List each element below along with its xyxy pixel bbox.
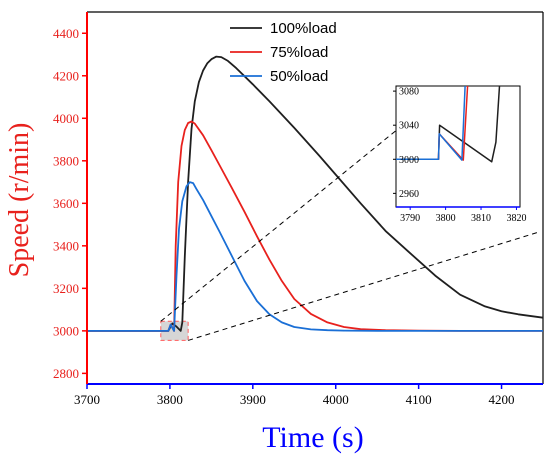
zoom-leader-line	[160, 115, 415, 322]
inset-series	[396, 86, 501, 163]
inset-x-tick-label: 3790	[400, 213, 420, 224]
series-line-100pct-load	[87, 55, 544, 332]
inset-series-line-50pct-load	[396, 86, 466, 161]
inset-frame	[395, 85, 521, 208]
zoom-leader-line	[188, 231, 540, 341]
legend-label: 50%load	[270, 68, 328, 85]
inset-y-tick-label: 3080	[399, 87, 419, 98]
y-tick-label: 4400	[53, 26, 79, 41]
x-tick-label: 3900	[240, 392, 266, 407]
x-tick-label: 3800	[157, 392, 183, 407]
x-axis-title: Time (s)	[262, 421, 363, 454]
legend-label: 75%load	[270, 44, 328, 61]
inset-y-tick-label: 2960	[399, 189, 419, 200]
series-line-75pct-load	[87, 120, 543, 332]
inset-x-tick-label: 3810	[471, 213, 491, 224]
y-tick-label: 3600	[53, 196, 79, 211]
x-tick-label: 3700	[74, 392, 100, 407]
y-tick-label: 3400	[53, 238, 79, 253]
inset-y-tick-label: 3000	[399, 155, 419, 166]
x-tick-label: 4000	[323, 392, 349, 407]
x-tick-label: 4200	[489, 392, 515, 407]
legend-label: 100%load	[270, 20, 337, 37]
inset-x-tick-label: 3800	[436, 213, 456, 224]
inset-zoom-plot: 3790 3800 3810 3820 2960 3000 3040 3080	[160, 85, 540, 341]
y-tick-label: 3000	[53, 323, 79, 338]
series-line-50pct-load	[87, 181, 543, 332]
y-tick-label: 2800	[53, 366, 79, 381]
y-tick-label: 4200	[53, 68, 79, 83]
legend: 100%load 75%load 50%load	[230, 20, 337, 85]
y-tick-label: 4000	[53, 111, 79, 126]
y-tick-label: 3800	[53, 153, 79, 168]
inset-x-tick-label: 3820	[506, 213, 526, 224]
y-tick-label: 3200	[53, 281, 79, 296]
x-tick-label: 4100	[406, 392, 432, 407]
y-axis-title: Speed (r/min)	[4, 123, 35, 278]
main-plot: 3700 3800 3900 4000 4100 4200 2800 3000 3200 3400…	[53, 11, 544, 407]
inset-y-tick-label: 3040	[399, 121, 419, 132]
